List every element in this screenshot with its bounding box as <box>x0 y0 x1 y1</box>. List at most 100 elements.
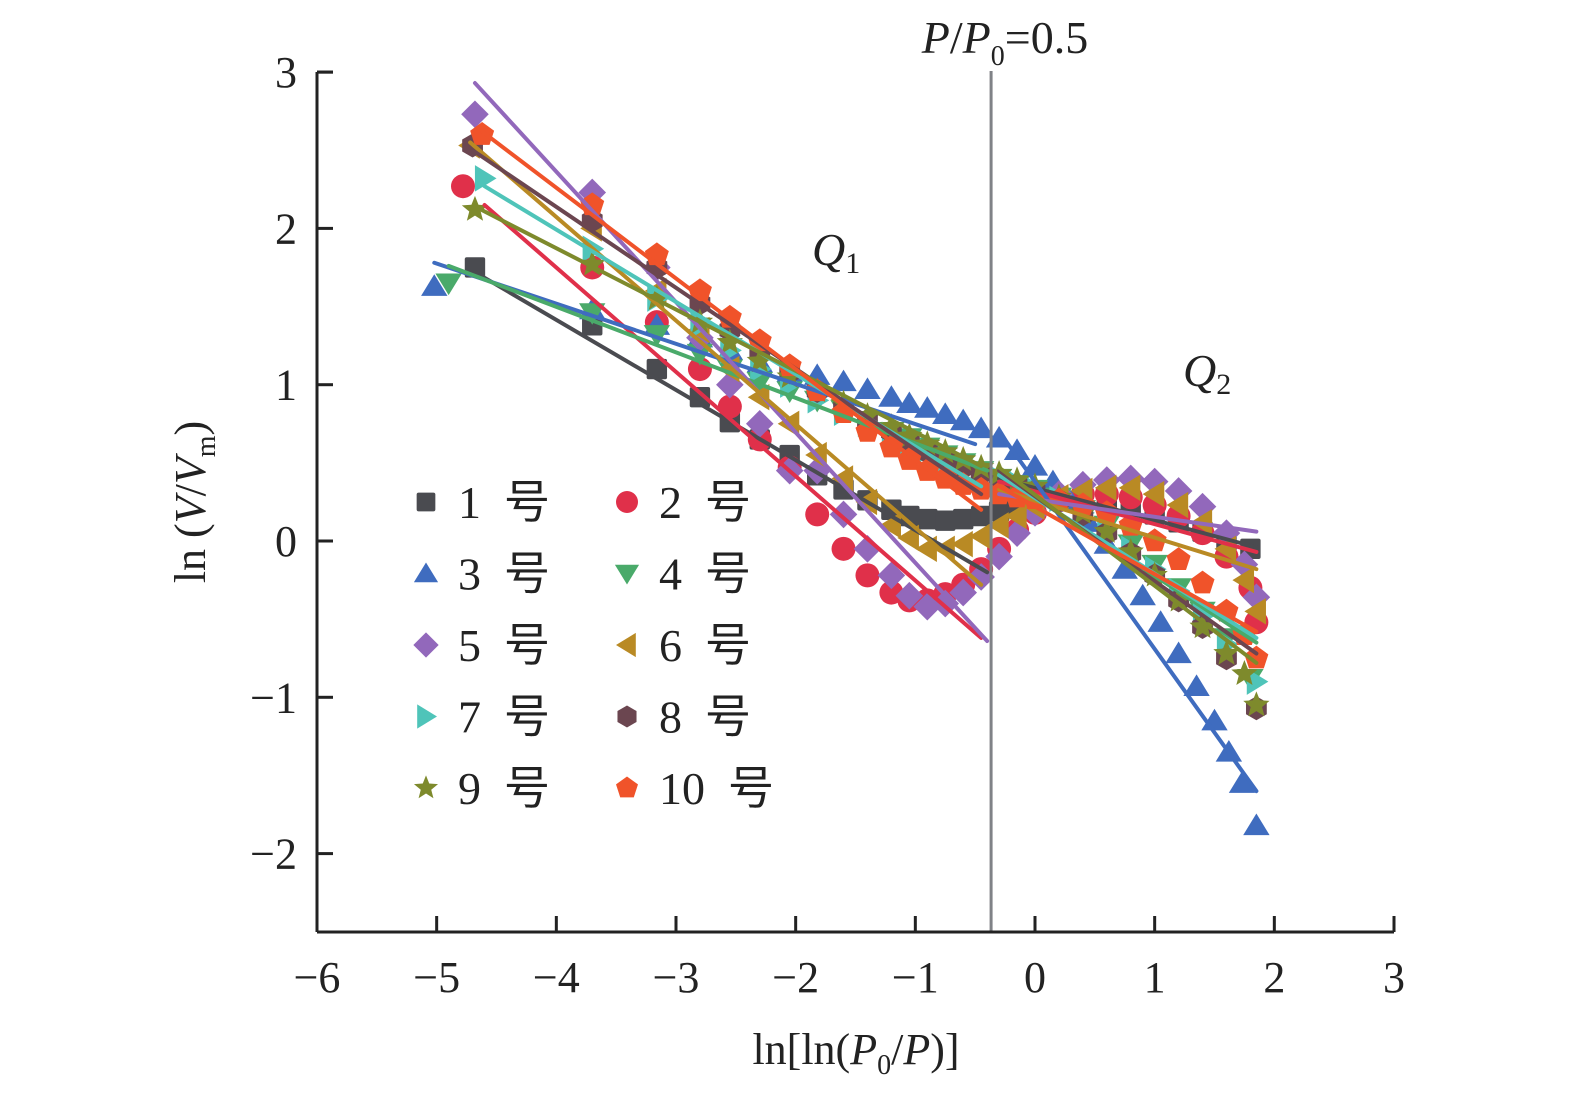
data-point <box>1129 583 1156 606</box>
data-point <box>745 409 774 438</box>
legend-label: 5 号 <box>458 620 550 671</box>
data-point <box>987 512 1009 539</box>
data-point <box>1118 474 1141 502</box>
data-point <box>969 523 991 550</box>
data-point <box>896 391 923 414</box>
data-point <box>853 535 882 563</box>
legend-marker <box>616 491 638 513</box>
data-point <box>1243 813 1270 836</box>
legend-label: 7 号 <box>458 692 550 743</box>
data-point <box>1228 771 1256 793</box>
x-tick-label: −6 <box>294 953 341 1002</box>
legend-marker <box>417 704 437 729</box>
x-tick-label: 3 <box>1383 953 1405 1002</box>
legend-label: 10 号 <box>659 763 774 814</box>
x-tick-label: 1 <box>1144 953 1166 1002</box>
data-point <box>1166 547 1191 570</box>
data-point <box>878 385 905 407</box>
x-tick-label: 0 <box>1024 953 1046 1002</box>
region-q1-label: Q1 <box>812 224 860 280</box>
data-point <box>1189 613 1216 639</box>
legend-marker <box>616 776 638 798</box>
data-point <box>932 438 959 464</box>
tick-labels: −2 −1 0 1 2 3 −6 −5 −4 −3 −2 −1 0 1 2 3 <box>250 48 1405 1002</box>
data-point <box>1243 691 1270 717</box>
data-point <box>1003 438 1031 460</box>
data-point <box>967 563 995 591</box>
data-point <box>1213 639 1240 665</box>
data-point <box>1246 668 1269 695</box>
legend-item-2: 2 号 <box>616 477 751 528</box>
data-point <box>896 422 923 448</box>
data-point <box>950 408 977 431</box>
x-tick-label: 2 <box>1263 953 1285 1002</box>
data-point <box>953 508 974 530</box>
data-point <box>686 324 714 352</box>
y-axis-title: ln (V/Vm) <box>166 421 222 583</box>
data-point <box>1231 660 1258 686</box>
legend-item-6: 6 号 <box>616 620 751 671</box>
x-tick-label: −3 <box>653 953 700 1002</box>
data-point <box>1093 517 1120 543</box>
legend-item-9: 9 号 <box>413 763 550 814</box>
legend-item-8: 8 号 <box>617 692 751 743</box>
legend-marker <box>413 562 439 583</box>
y-tick-label: 2 <box>275 204 297 253</box>
divider-annotation: P/P0=0.5 <box>921 12 1088 72</box>
data-point <box>435 273 462 296</box>
data-point <box>1094 474 1117 502</box>
legend-label: 6 号 <box>659 620 751 671</box>
data-point <box>967 416 995 439</box>
data-point <box>855 563 880 588</box>
y-tick-label: −1 <box>250 673 297 722</box>
data-point <box>1244 598 1266 625</box>
y-tick-label: 3 <box>275 48 297 97</box>
fit-line-q2 <box>997 465 1259 665</box>
fit-line-q2 <box>997 429 1259 794</box>
series-4-fits <box>446 263 1259 645</box>
data-point <box>687 278 712 302</box>
data-point <box>899 505 920 527</box>
data-point <box>879 434 904 458</box>
data-point <box>917 508 938 530</box>
data-point <box>878 413 905 439</box>
data-point <box>746 347 773 373</box>
data-point <box>1166 491 1189 519</box>
legend-item-7: 7 号 <box>417 692 550 743</box>
data-point <box>932 402 959 424</box>
legend-marker <box>416 492 436 512</box>
y-tick-label: −2 <box>250 830 297 879</box>
y-tick-label: 0 <box>275 517 297 566</box>
data-point <box>1190 570 1215 594</box>
legend: 1 号 2 号 3 号 4 号 5 号 6 号 7 号 8 号 9 号 10 号 <box>413 477 774 814</box>
data-point <box>913 592 942 621</box>
legend-marker <box>616 632 636 658</box>
fit-line-q1 <box>472 81 990 644</box>
fit-line-q2 <box>997 484 1259 634</box>
legend-item-10: 10 号 <box>616 763 774 814</box>
legend-label: 9 号 <box>458 763 550 814</box>
legend-label: 8 号 <box>659 692 751 743</box>
x-tick-label: −2 <box>772 953 819 1002</box>
data-point <box>805 502 830 527</box>
data-point <box>830 369 857 392</box>
data-point <box>970 505 992 527</box>
legend-label: 2 号 <box>659 477 751 528</box>
data-point <box>1142 480 1165 508</box>
data-point <box>461 100 489 129</box>
data-point <box>895 581 924 610</box>
fit-line-q1 <box>480 129 984 512</box>
data-point <box>854 402 881 428</box>
fit-line-q1 <box>472 204 984 468</box>
legend-marker <box>617 705 637 728</box>
axes <box>315 70 1396 934</box>
data-point <box>1232 566 1255 594</box>
fit-line-q1 <box>470 148 984 497</box>
data-point <box>1111 557 1138 579</box>
data-point <box>1183 674 1210 696</box>
x-tick-label: −4 <box>533 953 580 1002</box>
data-point <box>914 430 941 456</box>
fit-line-q1 <box>468 140 984 587</box>
fit-line-q1 <box>482 202 984 640</box>
